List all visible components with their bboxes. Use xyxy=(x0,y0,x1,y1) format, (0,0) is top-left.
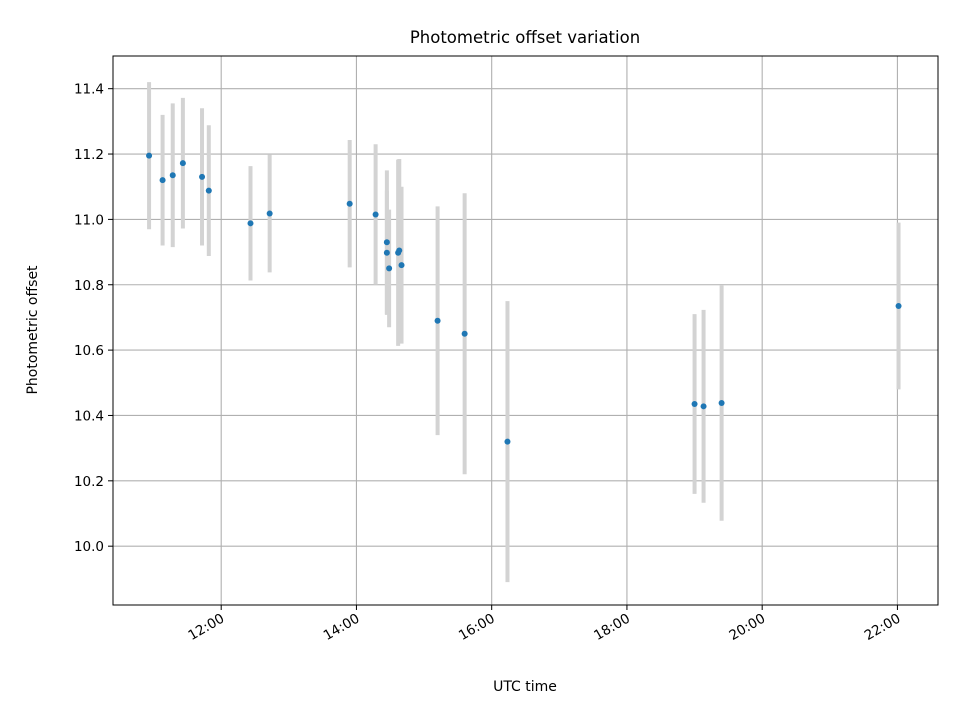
plot-frame xyxy=(112,55,939,606)
y-tick-label: 10.6 xyxy=(74,343,104,359)
data-point xyxy=(386,265,393,272)
data-point xyxy=(199,173,206,180)
data-point xyxy=(383,249,390,256)
y-axis-label: Photometric offset xyxy=(25,265,41,395)
data-point xyxy=(396,247,403,254)
data-point xyxy=(146,152,153,159)
y-tick-label: 11.0 xyxy=(74,212,104,228)
data-point xyxy=(691,401,698,408)
y-tick-label: 10.0 xyxy=(74,539,104,555)
y-tick-label: 10.2 xyxy=(74,474,104,490)
data-point xyxy=(266,210,273,217)
data-point xyxy=(205,187,212,194)
chart-title: Photometric offset variation xyxy=(410,28,640,47)
data-point xyxy=(718,400,725,407)
x-axis-label: UTC time xyxy=(493,679,557,695)
data-point xyxy=(372,211,379,218)
y-tick-label: 10.8 xyxy=(74,278,104,294)
data-point xyxy=(461,330,468,337)
y-tick-label: 11.2 xyxy=(74,147,104,163)
data-point xyxy=(383,239,390,246)
data-point xyxy=(700,403,707,410)
data-point xyxy=(179,160,186,167)
data-point xyxy=(346,200,353,207)
data-point xyxy=(169,172,176,179)
data-point xyxy=(159,177,166,184)
data-point xyxy=(247,220,254,227)
data-point xyxy=(895,302,902,309)
data-points xyxy=(146,152,902,445)
y-tick-label: 11.4 xyxy=(74,82,104,98)
data-point xyxy=(398,262,405,269)
data-point xyxy=(504,438,511,445)
y-tick-label: 10.4 xyxy=(74,408,104,424)
data-point xyxy=(434,317,441,324)
y-axis-ticks: 10.0 10.2 10.4 10.6 10.8 11.0 11.2 11.4 xyxy=(74,82,113,555)
